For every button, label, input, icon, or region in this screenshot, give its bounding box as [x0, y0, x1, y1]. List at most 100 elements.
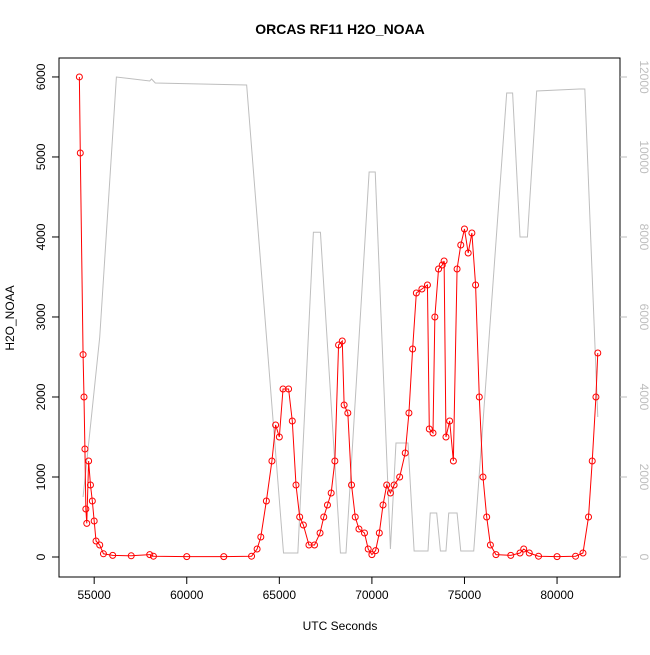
point: [320, 513, 328, 521]
point: [348, 481, 356, 489]
point: [468, 229, 476, 237]
point: [492, 551, 500, 559]
point: [383, 481, 391, 489]
point: [351, 513, 359, 521]
point: [76, 149, 84, 157]
y-tick-label: 3000: [34, 303, 48, 330]
point: [453, 265, 461, 273]
point: [149, 552, 157, 560]
y2-tick-label: 0: [637, 554, 650, 561]
point: [405, 409, 413, 417]
point: [525, 549, 533, 557]
x-tick-label: 80000: [540, 588, 574, 602]
point: [449, 457, 457, 465]
point: [275, 433, 283, 441]
point: [440, 257, 448, 265]
y2-tick-label: 8000: [637, 224, 650, 251]
y2-tick-label: 6000: [637, 304, 650, 331]
point: [296, 513, 304, 521]
point: [183, 553, 191, 561]
point: [344, 409, 352, 417]
y-tick-label: 2000: [34, 383, 48, 410]
y-tick-label: 6000: [34, 63, 48, 90]
point: [82, 505, 90, 513]
point: [429, 429, 437, 437]
point: [418, 285, 426, 293]
point: [442, 433, 450, 441]
y-tick-label: 0: [34, 553, 48, 560]
point: [390, 481, 398, 489]
point: [220, 553, 228, 561]
point: [486, 541, 494, 549]
point: [553, 553, 561, 561]
point: [355, 525, 363, 533]
point: [572, 552, 580, 560]
point: [520, 545, 528, 553]
point: [292, 481, 300, 489]
x-tick-label: 65000: [263, 588, 297, 602]
point: [331, 457, 339, 465]
point: [379, 501, 387, 509]
point: [479, 473, 487, 481]
point: [507, 551, 515, 559]
point: [75, 73, 83, 81]
point: [109, 551, 117, 559]
point: [340, 401, 348, 409]
point: [316, 529, 324, 537]
point: [460, 225, 468, 233]
point: [81, 445, 89, 453]
point: [592, 393, 600, 401]
point: [146, 551, 154, 559]
point: [268, 457, 276, 465]
y-axis-label: H2O_NOAA: [3, 285, 17, 350]
point: [588, 457, 596, 465]
point: [412, 289, 420, 297]
point: [262, 497, 270, 505]
point: [338, 337, 346, 345]
point: [79, 351, 87, 359]
point: [375, 529, 383, 537]
point: [464, 249, 472, 257]
point: [368, 551, 376, 559]
point: [253, 545, 261, 553]
point: [360, 529, 368, 537]
point: [535, 552, 543, 560]
chart-title: ORCAS RF11 H2O_NOAA: [255, 21, 425, 37]
point: [423, 281, 431, 289]
point: [475, 393, 483, 401]
point: [96, 541, 104, 549]
point: [83, 519, 91, 527]
point: [431, 313, 439, 321]
point: [396, 473, 404, 481]
point: [92, 537, 100, 545]
point: [288, 417, 296, 425]
point: [257, 533, 265, 541]
series-line: [78, 76, 599, 558]
y2-tick-label: 4000: [637, 384, 650, 411]
point: [425, 425, 433, 433]
y-tick-label: 5000: [34, 143, 48, 170]
point: [472, 281, 480, 289]
y-tick-label: 4000: [34, 223, 48, 250]
point: [88, 497, 96, 505]
y2-tick-label: 2000: [637, 464, 650, 491]
point: [99, 550, 107, 558]
x-tick-label: 70000: [355, 588, 389, 602]
point: [85, 457, 93, 465]
x-tick-label: 60000: [170, 588, 204, 602]
series-line: [82, 76, 599, 554]
point: [335, 341, 343, 349]
y-tick-label: 1000: [34, 463, 48, 490]
point: [299, 521, 307, 529]
x-tick-label: 55000: [77, 588, 111, 602]
point: [90, 517, 98, 525]
y2-tick-label: 10000: [637, 140, 650, 174]
point: [386, 489, 394, 497]
point: [516, 549, 524, 557]
point: [80, 393, 88, 401]
point: [401, 449, 409, 457]
point: [457, 241, 465, 249]
